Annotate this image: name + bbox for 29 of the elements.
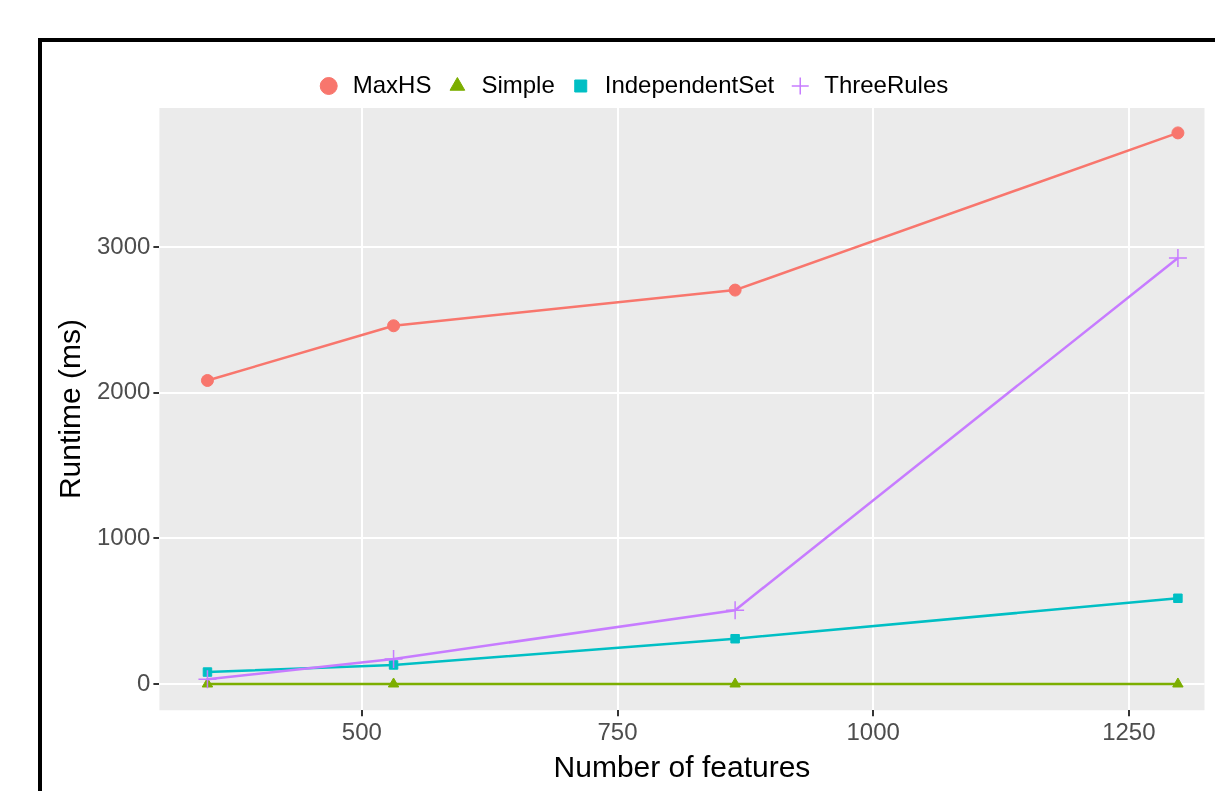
point [728,283,742,297]
legend-label: Simple [481,70,555,98]
y-axis-title: Runtime (ms) [53,319,87,500]
point [730,633,740,644]
x-tick-label: 750 [597,718,638,746]
point [202,667,213,677]
point [387,319,401,333]
y-tick-label: 1000 [97,523,151,551]
point [725,600,745,620]
point [1171,126,1185,140]
x-tick-label: 500 [341,718,382,746]
point [1173,593,1183,603]
x-tick-label: 1250 [1102,718,1156,746]
point [729,677,741,688]
point [388,660,399,670]
point [200,374,214,387]
x-tick-label: 1000 [846,718,900,746]
legend-label: IndependentSet [604,70,775,98]
y-tick-label: 2000 [97,377,151,405]
legend-label: MaxHS [352,70,432,98]
y-tick-label: 3000 [97,231,151,259]
legend-label: ThreeRules [824,70,949,98]
point [1168,248,1188,268]
point [387,677,400,688]
point [383,649,404,669]
x-axis-title: Number of features [553,750,811,784]
point [1172,677,1184,688]
y-tick-label: 0 [137,668,151,696]
point [197,669,218,689]
